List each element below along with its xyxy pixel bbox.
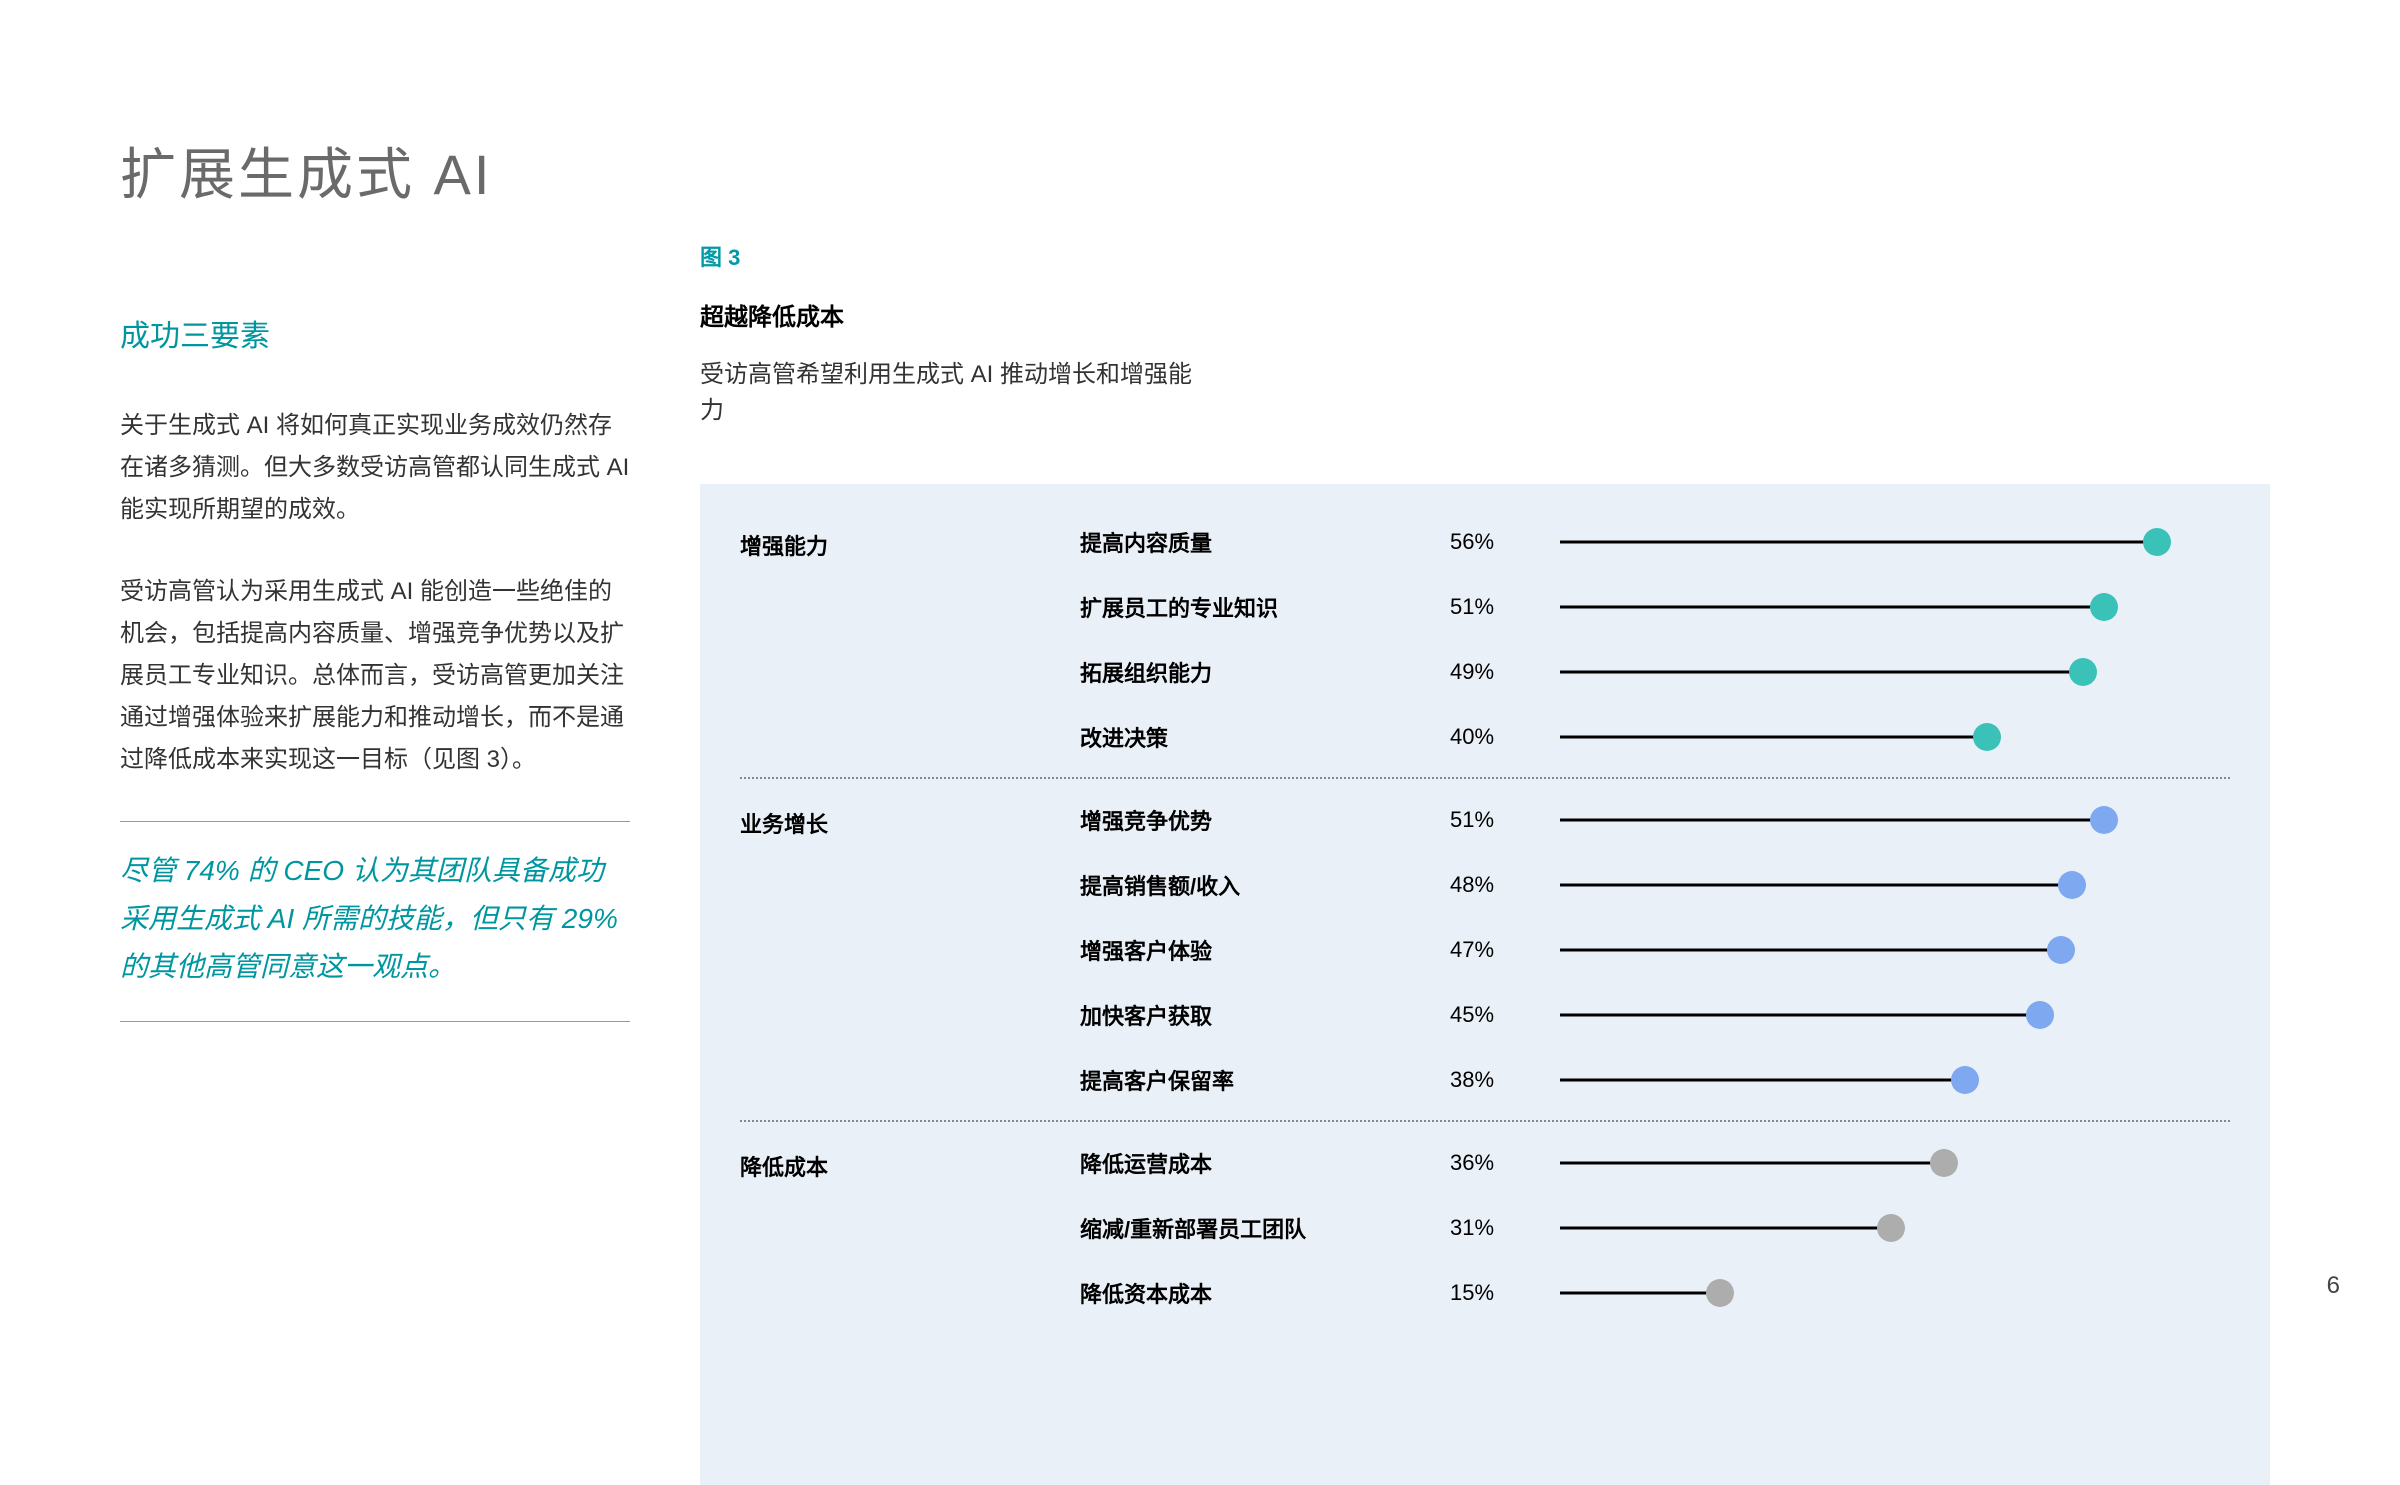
left-column: 扩展生成式 AI 成功三要素 关于生成式 AI 将如何真正实现业务成效仍然存在诸…: [120, 130, 630, 1047]
chart-row-value: 51%: [1450, 594, 1540, 620]
chart-group-label: 增强能力: [740, 529, 828, 561]
chart-row-value: 47%: [1450, 937, 1540, 963]
chart-bar-track: [1560, 812, 2200, 828]
chart-bar-line: [1560, 883, 2072, 886]
chart-row-value: 45%: [1450, 1002, 1540, 1028]
chart-group-label: 降低成本: [740, 1150, 828, 1182]
chart-bar-line: [1560, 948, 2061, 951]
chart-row: 提高销售额/收入48%: [740, 852, 2230, 917]
chart-bar-line: [1560, 605, 2104, 608]
chart-row-label: 提高销售额/收入: [1080, 869, 1450, 901]
chart-row: 缩减/重新部署员工团队31%: [740, 1195, 2230, 1260]
chart-row-label: 提高内容质量: [1080, 526, 1450, 558]
chart-bar-dot: [2058, 871, 2086, 899]
chart-bar-track: [1560, 664, 2200, 680]
chart-bar-dot: [2047, 936, 2075, 964]
chart-bar-dot: [2026, 1001, 2054, 1029]
chart-row: 降低资本成本15%: [740, 1260, 2230, 1325]
chart-group: 增强能力提高内容质量56%扩展员工的专业知识51%拓展组织能力49%改进决策40…: [740, 509, 2230, 769]
chart-row-label: 降低资本成本: [1080, 1277, 1450, 1309]
chart-row-value: 48%: [1450, 872, 1540, 898]
chart-bar-dot: [1973, 723, 2001, 751]
chart-bar-dot: [2090, 806, 2118, 834]
figure-title: 超越降低成本: [700, 297, 2280, 332]
chart-row: 加快客户获取45%: [740, 982, 2230, 1047]
chart-bar-line: [1560, 1078, 1965, 1081]
divider: [120, 1021, 630, 1022]
chart-bar-line: [1560, 1291, 1720, 1294]
chart-bar-line: [1560, 1161, 1944, 1164]
chart-group-label: 业务增长: [740, 807, 828, 839]
chart-row: 拓展组织能力49%: [740, 639, 2230, 704]
chart-bar-track: [1560, 1072, 2200, 1088]
chart-row-value: 49%: [1450, 659, 1540, 685]
body-paragraph-2: 受访高管认为采用生成式 AI 能创造一些绝佳的机会，包括提高内容质量、增强竞争优…: [120, 571, 630, 781]
chart-bar-track: [1560, 534, 2200, 550]
pull-quote: 尽管 74% 的 CEO 认为其团队具备成功采用生成式 AI 所需的技能，但只有…: [120, 847, 630, 991]
chart-container: 增强能力提高内容质量56%扩展员工的专业知识51%拓展组织能力49%改进决策40…: [700, 484, 2270, 1485]
chart-bar-dot: [1951, 1066, 1979, 1094]
page-title: 扩展生成式 AI: [120, 130, 630, 211]
chart-row-label: 增强竞争优势: [1080, 804, 1450, 836]
chart-group: 降低成本降低运营成本36%缩减/重新部署员工团队31%降低资本成本15%: [740, 1130, 2230, 1325]
chart-bar-dot: [2143, 528, 2171, 556]
chart-bar-track: [1560, 1285, 2200, 1301]
chart-row-value: 38%: [1450, 1067, 1540, 1093]
chart-bar-line: [1560, 818, 2104, 821]
chart-bar-track: [1560, 729, 2200, 745]
chart-row-label: 扩展员工的专业知识: [1080, 591, 1450, 623]
chart-row-label: 加快客户获取: [1080, 999, 1450, 1031]
chart-row-label: 拓展组织能力: [1080, 656, 1450, 688]
chart-row: 降低运营成本36%: [740, 1130, 2230, 1195]
chart-group-divider: [740, 1120, 2230, 1122]
chart-bar-track: [1560, 1007, 2200, 1023]
chart-row-label: 缩减/重新部署员工团队: [1080, 1212, 1450, 1244]
chart-bar-track: [1560, 877, 2200, 893]
right-column: 图 3 超越降低成本 受访高管希望利用生成式 AI 推动增长和增强能力 增强能力…: [700, 240, 2280, 1485]
chart-bar-track: [1560, 599, 2200, 615]
chart-row-value: 36%: [1450, 1150, 1540, 1176]
chart-bar-line: [1560, 735, 1987, 738]
chart-row: 改进决策40%: [740, 704, 2230, 769]
chart-group-divider: [740, 777, 2230, 779]
chart-row-value: 31%: [1450, 1215, 1540, 1241]
chart-row-label: 提高客户保留率: [1080, 1064, 1450, 1096]
chart-row-label: 改进决策: [1080, 721, 1450, 753]
figure-subtitle: 受访高管希望利用生成式 AI 推动增长和增强能力: [700, 357, 1200, 429]
chart-bar-dot: [2090, 593, 2118, 621]
chart-bar-line: [1560, 670, 2083, 673]
chart-bar-dot: [1930, 1149, 1958, 1177]
chart-row: 提高内容质量56%: [740, 509, 2230, 574]
page: 扩展生成式 AI 成功三要素 关于生成式 AI 将如何真正实现业务成效仍然存在诸…: [0, 0, 2400, 1350]
chart-bar-track: [1560, 1155, 2200, 1171]
body-paragraph-1: 关于生成式 AI 将如何真正实现业务成效仍然存在诸多猜测。但大多数受访高管都认同…: [120, 405, 630, 531]
chart-bar-dot: [1706, 1279, 1734, 1307]
page-number: 6: [2327, 1272, 2340, 1300]
chart-bar-track: [1560, 1220, 2200, 1236]
chart-row-value: 15%: [1450, 1280, 1540, 1306]
figure-label: 图 3: [700, 240, 2280, 272]
chart-bar-line: [1560, 1013, 2040, 1016]
chart-row-value: 40%: [1450, 724, 1540, 750]
divider: [120, 821, 630, 822]
chart-row: 增强竞争优势51%: [740, 787, 2230, 852]
chart-row-value: 56%: [1450, 529, 1540, 555]
chart-row-value: 51%: [1450, 807, 1540, 833]
chart-group: 业务增长增强竞争优势51%提高销售额/收入48%增强客户体验47%加快客户获取4…: [740, 787, 2230, 1112]
chart-bar-dot: [2069, 658, 2097, 686]
chart-row: 扩展员工的专业知识51%: [740, 574, 2230, 639]
chart-row: 提高客户保留率38%: [740, 1047, 2230, 1112]
chart-bar-line: [1560, 1226, 1891, 1229]
chart-bar-line: [1560, 540, 2157, 543]
chart-row-label: 降低运营成本: [1080, 1147, 1450, 1179]
section-subtitle: 成功三要素: [120, 311, 630, 355]
chart-bar-dot: [1877, 1214, 1905, 1242]
chart-bar-track: [1560, 942, 2200, 958]
chart-row-label: 增强客户体验: [1080, 934, 1450, 966]
chart-row: 增强客户体验47%: [740, 917, 2230, 982]
